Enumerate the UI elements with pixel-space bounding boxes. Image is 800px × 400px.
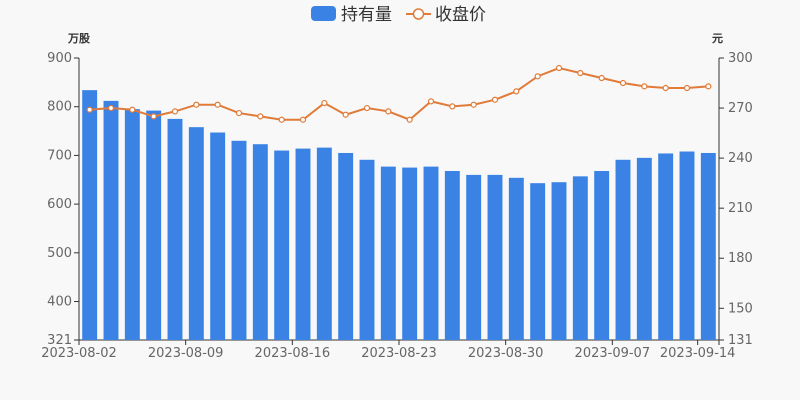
holdings-bar[interactable] <box>636 157 652 340</box>
holdings-bar[interactable] <box>316 147 332 340</box>
price-point[interactable] <box>257 113 264 120</box>
price-point[interactable] <box>214 101 221 108</box>
price-point[interactable] <box>363 104 371 112</box>
holdings-bar[interactable] <box>487 174 503 340</box>
legend-label-price: 收盘价 <box>435 5 486 25</box>
left-axis-unit: 万股 <box>67 32 91 45</box>
holdings-bar[interactable] <box>359 159 375 340</box>
price-line <box>89 66 709 121</box>
right-axis-tick-label: 131 <box>728 333 753 348</box>
price-point[interactable] <box>470 101 477 108</box>
legend[interactable]: 持有量 收盘价 <box>311 5 486 25</box>
right-axis-unit: 元 <box>712 32 723 45</box>
price-point[interactable] <box>662 84 669 92</box>
left-axis-tick-label: 700 <box>47 148 72 163</box>
price-point[interactable] <box>449 103 456 110</box>
holdings-bar[interactable] <box>594 170 610 340</box>
holdings-bar[interactable] <box>530 183 546 340</box>
holdings-bar[interactable] <box>124 109 140 340</box>
legend-label-holdings: 持有量 <box>341 5 392 25</box>
holdings-bar[interactable] <box>82 90 98 340</box>
right-axis-tick-label: 270 <box>728 101 753 116</box>
holdings-bar[interactable] <box>210 132 226 340</box>
right-axis-tick-label: 210 <box>728 201 753 216</box>
price-point[interactable] <box>129 106 136 113</box>
holdings-bar[interactable] <box>658 153 674 340</box>
price-point[interactable] <box>555 64 563 72</box>
price-point[interactable] <box>321 99 328 107</box>
price-point[interactable] <box>705 83 712 90</box>
holdings-bar[interactable] <box>423 166 439 340</box>
price-point[interactable] <box>491 96 499 103</box>
right-axis-tick-label: 240 <box>728 151 753 166</box>
price-point[interactable] <box>406 116 413 123</box>
x-axis-tick-label: 2023-09-07 <box>575 346 651 361</box>
price-point[interactable] <box>577 69 584 77</box>
price-point[interactable] <box>86 106 93 113</box>
price-point[interactable] <box>171 108 179 115</box>
holdings-bar[interactable] <box>103 100 119 340</box>
x-axis-tick-label: 2023-08-09 <box>148 346 224 361</box>
left-axis-tick-label: 500 <box>47 246 72 261</box>
right-axis-tick-label: 150 <box>728 301 753 316</box>
price-point[interactable] <box>193 101 200 108</box>
holdings-bar[interactable] <box>572 176 588 340</box>
price-point[interactable] <box>598 74 605 82</box>
price-point[interactable] <box>641 83 648 90</box>
price-point[interactable] <box>534 73 541 80</box>
price-point[interactable] <box>107 104 115 112</box>
x-axis-tick-label: 2023-08-02 <box>41 346 117 361</box>
left-axis-tick-label: 800 <box>47 100 72 115</box>
x-axis-tick-label: 2023-08-23 <box>361 346 437 361</box>
price-point[interactable] <box>513 88 520 95</box>
holdings-bar[interactable] <box>551 182 567 340</box>
plot-area: 321 400 500 600 700 800 900 131 150 180 210 240 270 3… <box>41 51 753 361</box>
price-point[interactable] <box>150 113 157 120</box>
price-point[interactable] <box>385 108 392 115</box>
holdings-bar[interactable] <box>508 177 524 340</box>
left-axis-tick-label: 321 <box>47 333 72 348</box>
x-axis-tick-label: 2023-09-14 <box>660 346 736 361</box>
holdings-bar[interactable] <box>274 150 290 340</box>
price-point[interactable] <box>342 111 349 118</box>
price-point[interactable] <box>683 84 691 92</box>
holdings-bar[interactable] <box>615 159 631 340</box>
holdings-bar[interactable] <box>295 148 311 340</box>
price-point[interactable] <box>427 98 435 105</box>
left-axis-tick-label: 600 <box>47 197 72 212</box>
left-axis-tick-label: 900 <box>47 51 72 66</box>
x-axis-tick-label: 2023-08-16 <box>255 346 331 361</box>
holdings-bar[interactable] <box>146 110 162 340</box>
holdings-bar[interactable] <box>402 167 418 340</box>
legend-marker-price-dot <box>412 8 425 20</box>
holdings-bar[interactable] <box>231 140 247 340</box>
price-point[interactable] <box>299 116 307 123</box>
holdings-bar[interactable] <box>338 152 354 340</box>
legend-marker-holdings <box>311 6 336 21</box>
price-point[interactable] <box>278 116 285 123</box>
left-axis-tick-label: 400 <box>47 295 72 310</box>
holdings-bar[interactable] <box>466 174 482 340</box>
holdings-bar[interactable] <box>188 127 204 341</box>
holdings-bar[interactable] <box>380 166 396 340</box>
right-axis-tick-label: 180 <box>728 251 753 266</box>
x-axis-tick-label: 2023-08-30 <box>468 346 544 361</box>
right-axis-tick-label: 300 <box>728 51 753 66</box>
holdings-bar[interactable] <box>444 170 460 340</box>
price-point[interactable] <box>235 109 243 117</box>
holdings-bar[interactable] <box>679 151 695 340</box>
price-point[interactable] <box>619 79 627 87</box>
holdings-bar[interactable] <box>252 144 268 340</box>
holdings-bar[interactable] <box>700 152 716 340</box>
holdings-bar[interactable] <box>167 118 183 340</box>
